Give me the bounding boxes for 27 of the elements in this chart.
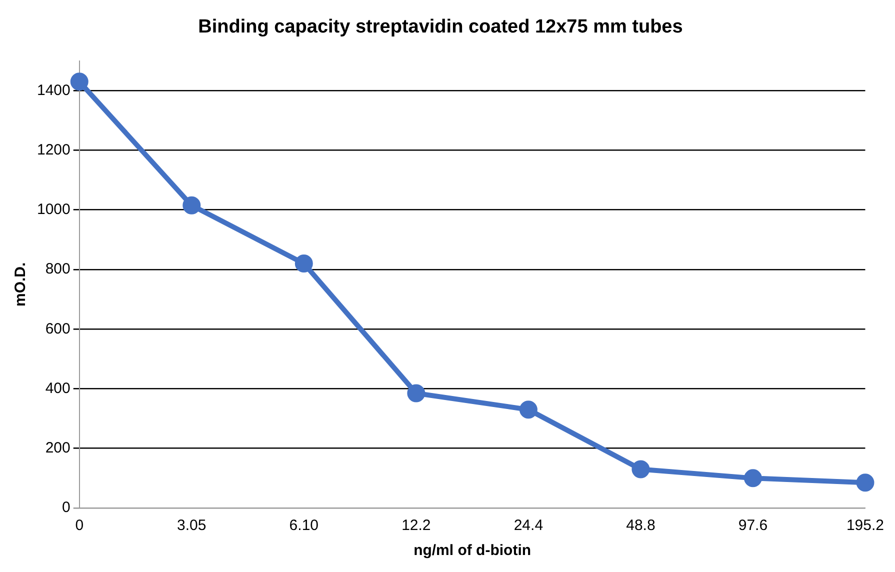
x-axis-title: ng/ml of d-biotin bbox=[414, 542, 532, 560]
point bbox=[632, 460, 650, 478]
point bbox=[407, 384, 426, 402]
y-tick-label: 200 bbox=[45, 440, 70, 457]
point bbox=[70, 72, 88, 91]
point bbox=[519, 400, 538, 419]
y-tick-label: 1000 bbox=[36, 201, 70, 218]
x-tick-label: 12.2 bbox=[402, 517, 431, 534]
x-tick-label: 24.4 bbox=[514, 517, 544, 534]
y-tick-label: 0 bbox=[62, 499, 70, 516]
x-tick-label: 97.6 bbox=[738, 517, 768, 534]
x-tick-label: 3.05 bbox=[177, 517, 206, 534]
chart-title: Binding capacity streptavidin coated 12x75 mm tubes bbox=[198, 16, 683, 38]
y-tick-label: 1200 bbox=[36, 141, 70, 158]
point bbox=[856, 474, 874, 492]
x-tick-label: 0 bbox=[75, 517, 84, 534]
point bbox=[294, 254, 313, 273]
y-axis-title: mO.D. bbox=[12, 262, 30, 306]
point bbox=[182, 196, 201, 214]
y-tick-label: 400 bbox=[45, 380, 70, 397]
y-tick-label: 600 bbox=[45, 320, 70, 338]
y-tick-label: 1400 bbox=[36, 82, 70, 99]
y-tick-label: 800 bbox=[45, 260, 70, 278]
x-tick-label: 48.8 bbox=[626, 517, 656, 534]
point bbox=[744, 469, 762, 488]
x-tick-label: 195.2 bbox=[846, 517, 884, 534]
x-tick-label: 6.10 bbox=[289, 517, 319, 534]
